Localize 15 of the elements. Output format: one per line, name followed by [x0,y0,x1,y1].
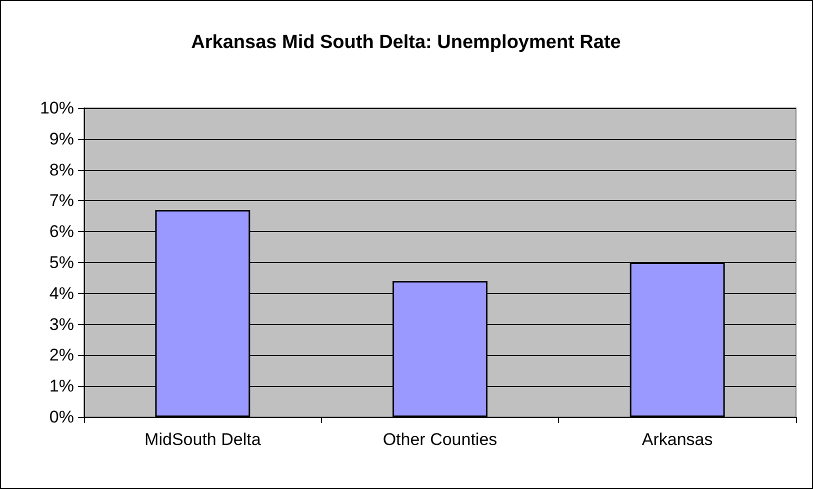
y-tick-label: 8% [49,160,74,180]
y-tick-label: 1% [49,376,74,396]
chart-title: Arkansas Mid South Delta: Unemployment Rate [191,32,621,53]
y-tick-label: 10% [40,98,74,118]
y-tick-label: 3% [49,314,74,334]
y-tick-label: 2% [49,346,74,365]
y-tick-label: 6% [49,222,74,242]
y-tick-label: 4% [49,284,74,303]
x-tick-label: Arkansas [642,430,713,449]
x-tick-label: Other Counties [382,430,498,449]
y-tick-label: 9% [49,129,74,148]
x-tick-label: MidSouth Delta [144,430,262,449]
y-tick-label: 7% [49,191,74,210]
y-tick-label: 5% [49,253,74,272]
y-tick-label: 0% [49,408,74,426]
